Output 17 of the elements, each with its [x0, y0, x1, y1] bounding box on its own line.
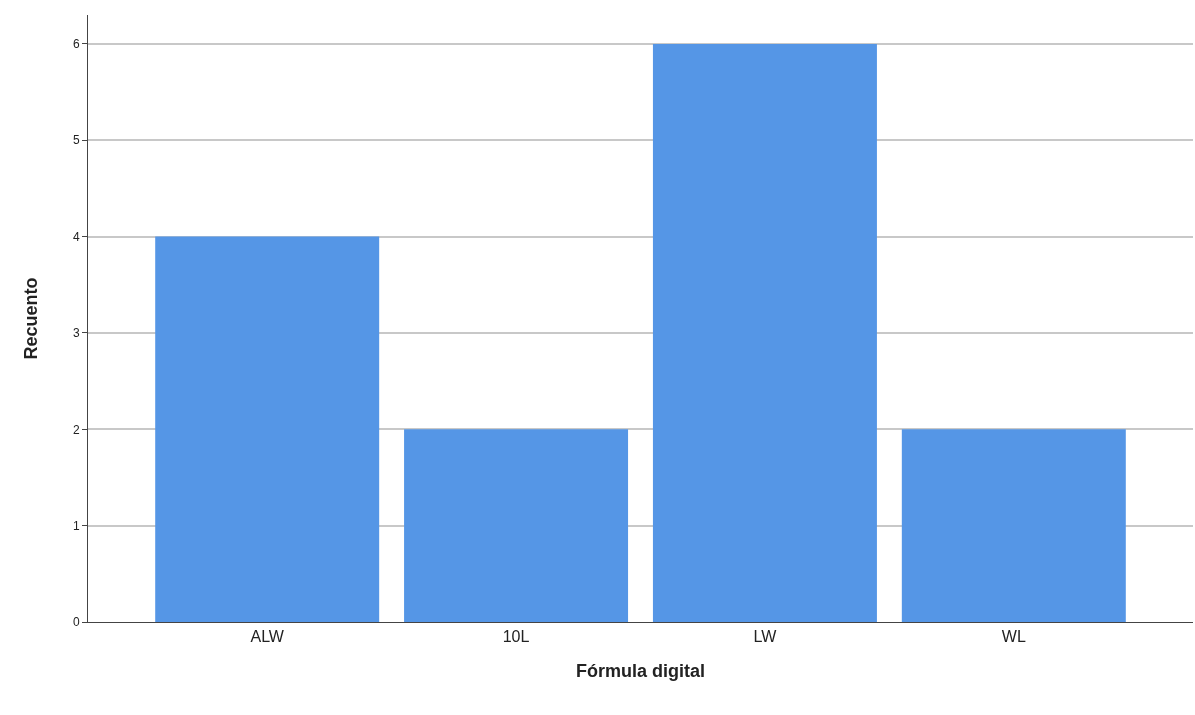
x-tick-label: 10L — [502, 628, 530, 646]
x-tick-label: LW — [753, 628, 778, 646]
x-axis-title: Fórmula digital — [575, 661, 706, 682]
bar — [901, 429, 1126, 622]
y-tick-label: 4 — [72, 229, 80, 244]
y-tick-label: 0 — [72, 615, 80, 630]
bar — [155, 236, 380, 622]
y-axis-title: Recuento — [21, 277, 42, 360]
x-tick-label: WL — [1001, 628, 1026, 646]
y-tick-label: 3 — [72, 326, 80, 341]
y-tick-label: 1 — [72, 518, 80, 533]
bar — [652, 43, 877, 622]
y-tick-label: 5 — [72, 133, 80, 148]
bar — [404, 429, 629, 622]
y-tick-label: 2 — [72, 422, 80, 437]
x-tick-label: ALW — [250, 628, 285, 646]
y-tick-label: 6 — [72, 37, 80, 52]
